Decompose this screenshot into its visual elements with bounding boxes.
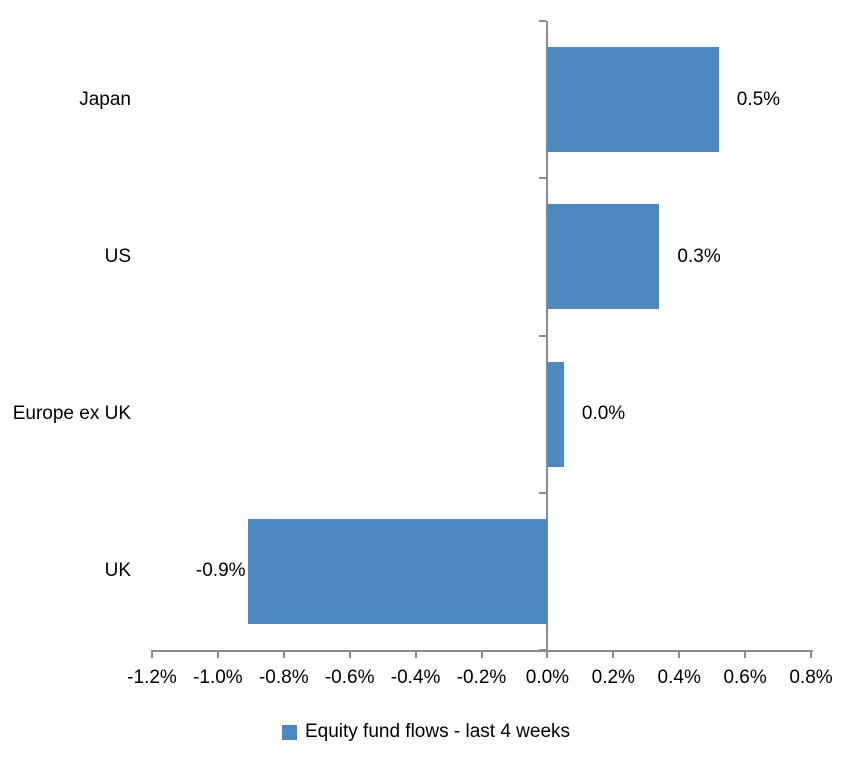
x-tick-label: 0.6%: [723, 667, 767, 688]
y-tick: [539, 20, 547, 22]
x-tick-label: -1.0%: [193, 667, 243, 688]
category-label: US: [104, 245, 131, 267]
category-label: Japan: [79, 88, 131, 110]
x-tick: [810, 650, 812, 658]
x-tick: [678, 650, 681, 658]
y-tick: [539, 491, 547, 494]
legend: Equity fund flows - last 4 weeks: [0, 721, 852, 743]
x-tick: [348, 650, 351, 658]
legend-square-icon: [281, 724, 297, 740]
legend-label: Equity fund flows - last 4 weeks: [304, 721, 571, 742]
bar: [247, 518, 548, 624]
bar-value-label: 0.0%: [581, 403, 626, 425]
y-tick: [539, 334, 547, 337]
y-axis-line: [546, 21, 549, 652]
y-tick: [539, 177, 547, 180]
x-tick: [414, 650, 417, 658]
category-label: UK: [104, 560, 131, 582]
x-tick-label: -1.2%: [127, 667, 177, 688]
x-tick-label: 0.0%: [525, 667, 570, 688]
x-tick: [216, 650, 219, 658]
x-tick-label: -0.2%: [456, 667, 507, 688]
bar-value-label: 0.3%: [677, 245, 721, 267]
bar-value-label: 0.5%: [736, 88, 781, 110]
bar: [547, 47, 719, 153]
x-tick: [546, 650, 549, 658]
bar-value-label: -0.9%: [195, 560, 246, 582]
x-axis-line: [152, 650, 813, 652]
x-tick-label: 0.4%: [657, 667, 701, 688]
x-tick-label: -0.4%: [390, 667, 441, 688]
bar: [547, 204, 660, 310]
x-tick: [151, 650, 153, 658]
x-tick-label: -0.8%: [258, 667, 309, 688]
x-tick: [282, 650, 285, 658]
x-tick-label: 0.2%: [591, 667, 635, 688]
y-tick: [539, 649, 547, 651]
x-tick: [480, 650, 483, 658]
bar: [547, 361, 564, 467]
x-tick: [612, 650, 615, 658]
x-tick-label: -0.6%: [324, 667, 375, 688]
category-label: Europe ex UK: [12, 403, 131, 425]
x-tick: [744, 650, 747, 658]
x-tick-label: 0.8%: [789, 667, 833, 688]
